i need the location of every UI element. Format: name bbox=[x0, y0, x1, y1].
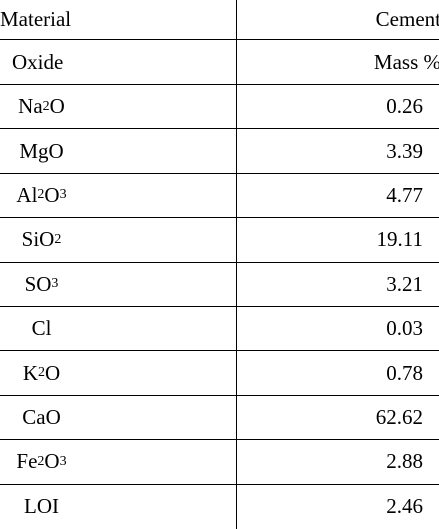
mass-percent-cell: 4.77 bbox=[386, 182, 423, 207]
oxide-cell: Fe 2 O 3 bbox=[16, 449, 67, 474]
oxide-symbol: MgO bbox=[19, 138, 64, 163]
mass-percent-cell: 2.46 bbox=[386, 494, 423, 519]
mass-percent-cell: 3.21 bbox=[386, 271, 423, 296]
oxide-cell: Na 2 O bbox=[18, 94, 65, 119]
mass-percent-cell: 3.39 bbox=[386, 138, 423, 163]
mass-percent-cell: 0.03 bbox=[386, 316, 423, 341]
mass-percent-cell: 0.78 bbox=[386, 360, 423, 385]
mass-percent-cell: 62.62 bbox=[375, 404, 423, 429]
oxide-symbol: Cl bbox=[31, 316, 52, 341]
oxide-symbol: LOI bbox=[24, 494, 59, 519]
oxide-cell: Al 2 O 3 bbox=[16, 182, 67, 207]
table-row: MgO 3.39 bbox=[0, 129, 439, 174]
oxide-cell: CaO bbox=[0, 396, 83, 439]
oxide-symbol-rest: O bbox=[45, 360, 61, 385]
header-row-material: Material Cement bbox=[0, 0, 439, 40]
mass-percent-cell: 0.26 bbox=[386, 94, 423, 119]
material-label: Material bbox=[0, 7, 72, 31]
table-row: Cl 0.03 bbox=[0, 307, 439, 352]
table-row: SiO 2 19.11 bbox=[0, 218, 439, 263]
oxide-symbol-rest: O bbox=[44, 182, 60, 207]
table-row: K 2 O 0.78 bbox=[0, 351, 439, 396]
oxide-symbol: Na bbox=[18, 94, 43, 119]
oxide-symbol: Al bbox=[16, 182, 38, 207]
oxide-symbol: K bbox=[22, 360, 38, 385]
oxide-symbol: CaO bbox=[22, 404, 61, 429]
mass-percent-cell: 2.88 bbox=[386, 449, 423, 474]
oxide-symbol: SiO bbox=[21, 227, 55, 252]
table-row: Al 2 O 3 4.77 bbox=[0, 174, 439, 219]
table-row: CaO 62.62 bbox=[0, 396, 439, 441]
header-row-oxide: Oxide Mass % bbox=[0, 40, 439, 85]
oxide-label: Oxide bbox=[12, 49, 64, 74]
oxide-cell: Cl bbox=[0, 307, 83, 350]
oxide-cell: SiO 2 bbox=[21, 227, 62, 252]
oxide-symbol-rest: O bbox=[44, 449, 60, 474]
table-row: SO 3 3.21 bbox=[0, 263, 439, 307]
material-value: Cement bbox=[375, 7, 439, 31]
oxide-symbol: SO bbox=[24, 271, 52, 296]
unit-label: Mass % bbox=[373, 49, 439, 74]
oxide-symbol: Fe bbox=[16, 449, 38, 474]
oxide-cell: MgO bbox=[0, 129, 83, 172]
column-divider bbox=[236, 0, 237, 529]
mass-percent-cell: 19.11 bbox=[376, 227, 423, 252]
table-row: Na 2 O 0.26 bbox=[0, 85, 439, 130]
oxide-symbol-rest: O bbox=[49, 94, 65, 119]
oxide-cell: SO 3 bbox=[24, 271, 59, 296]
table-row: Fe 2 O 3 2.88 bbox=[0, 440, 439, 485]
oxide-cell: LOI bbox=[0, 485, 83, 529]
table-row: LOI 2.46 bbox=[0, 485, 439, 529]
